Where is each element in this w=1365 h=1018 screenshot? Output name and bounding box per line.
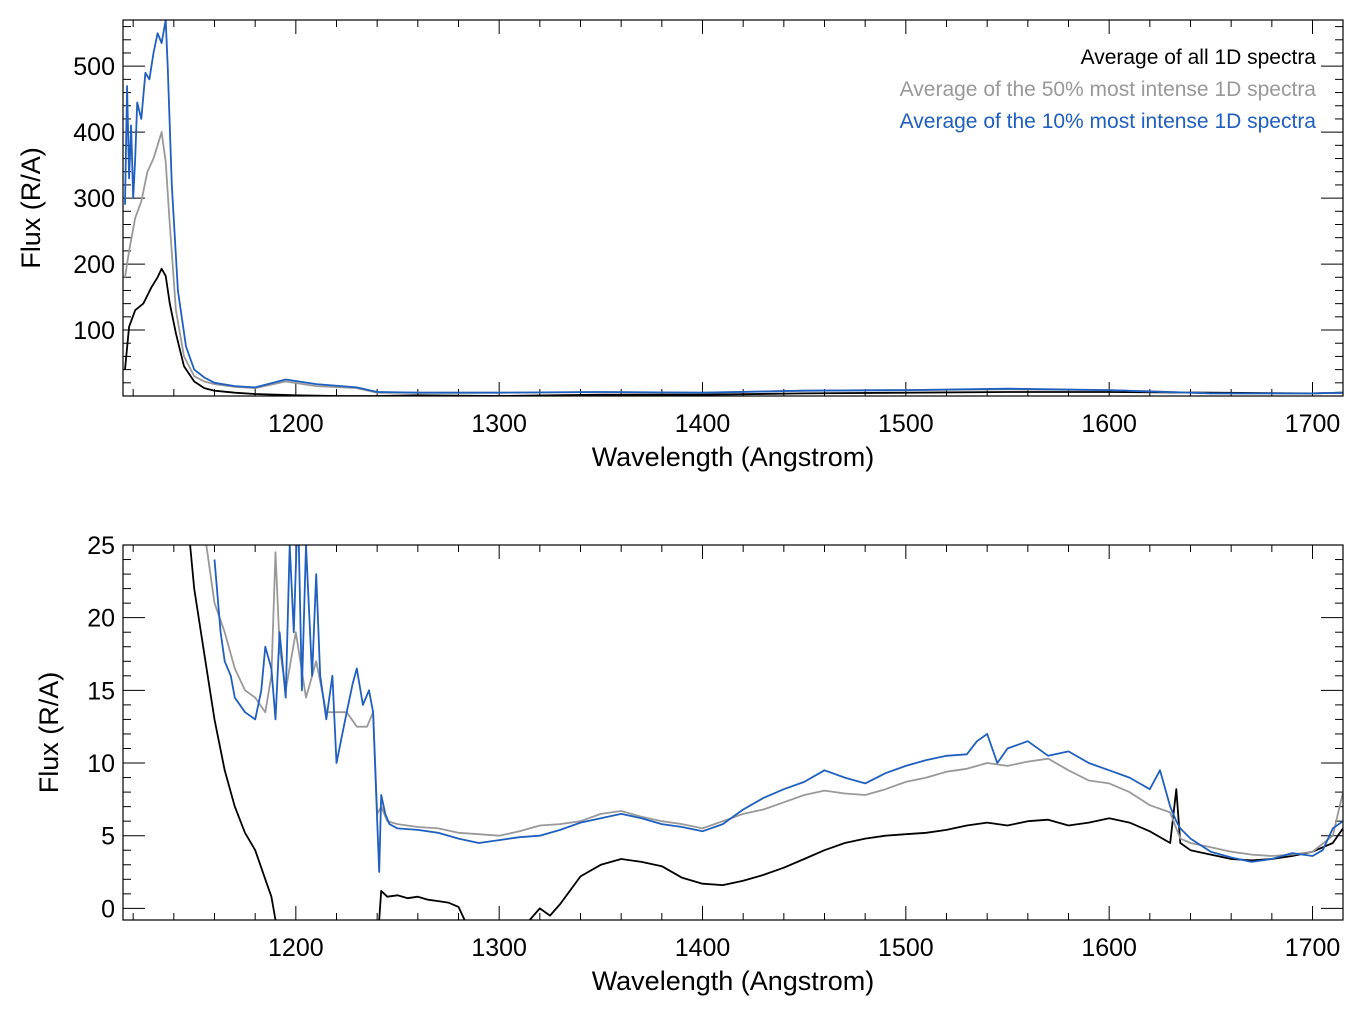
bottom-panel-y-axis-label: Flux (R/A) [34, 672, 64, 794]
y-tick-label: 300 [73, 185, 115, 213]
bottom-panel-frame [122, 544, 1344, 921]
series-line-0 [189, 545, 277, 920]
x-tick-label: 1200 [268, 410, 324, 438]
x-tick-label: 1600 [1081, 410, 1137, 438]
x-tick-label: 1700 [1285, 934, 1341, 962]
x-tick-label: 1300 [471, 410, 527, 438]
legend-label-all-spectra: Average of all 1D spectra [1081, 46, 1317, 69]
series-lines [189, 545, 1343, 920]
top-panel-x-axis-label: Wavelength (Angstrom) [592, 442, 875, 472]
bottom-panel-tick-labels: 1200 1300 1400 1500 1600 1700 0 5 10 15 20 25 [87, 532, 1340, 962]
y-tick-label: 15 [87, 677, 115, 705]
x-tick-label: 1500 [878, 410, 934, 438]
y-tick-label: 5 [101, 823, 115, 851]
bottom-panel-ticks [123, 544, 1343, 920]
x-tick-label: 1200 [268, 934, 324, 962]
y-tick-label: 500 [73, 53, 115, 81]
top-panel-frame [122, 19, 1344, 397]
top-panel-tick-labels: 1200 1300 1400 1500 1600 1700 100 200 300 400 500 [73, 53, 1340, 438]
top-panel-ticks [123, 20, 1343, 397]
series-line-1 [205, 545, 1343, 857]
series-line-2 [213, 545, 1343, 873]
top-panel-plot-area [124, 20, 1343, 396]
x-tick-label: 1400 [675, 934, 731, 962]
bottom-panel-x-axis-label: Wavelength (Angstrom) [592, 966, 875, 996]
top-panel-y-axis-label: Flux (R/A) [16, 147, 46, 269]
series-line-2 [124, 20, 1343, 395]
y-tick-label: 0 [101, 895, 115, 923]
legend-label-50pct-spectra: Average of the 50% most intense 1D spect… [900, 78, 1317, 101]
top-panel-legend: Average of all 1D spectra Average of the… [900, 46, 1317, 133]
x-tick-label: 1300 [471, 934, 527, 962]
series-line-0 [529, 788, 1343, 920]
x-tick-label: 1400 [675, 410, 731, 438]
top-panel: 1200 1300 1400 1500 1600 1700100200300400500 … [16, 19, 1344, 472]
y-tick-label: 200 [73, 251, 115, 279]
y-tick-label: 10 [87, 750, 115, 778]
series-line-0 [378, 890, 466, 920]
legend-label-10pct-spectra: Average of the 10% most intense 1D spect… [900, 110, 1317, 133]
series-line-1 [124, 131, 1343, 395]
y-tick-label: 25 [87, 532, 115, 560]
y-tick-label: 100 [73, 317, 115, 345]
x-tick-label: 1500 [878, 934, 934, 962]
bottom-panel-plot-area [189, 545, 1343, 920]
y-tick-label: 400 [73, 119, 115, 147]
y-tick-label: 20 [87, 605, 115, 633]
series-line-0 [124, 267, 1343, 396]
series-lines [124, 20, 1343, 396]
x-tick-label: 1700 [1285, 410, 1341, 438]
x-tick-label: 1600 [1081, 934, 1137, 962]
bottom-panel: 1200 1300 1400 1500 1600 1700 0 5 10 15 20 25 Wavel… [34, 532, 1344, 996]
